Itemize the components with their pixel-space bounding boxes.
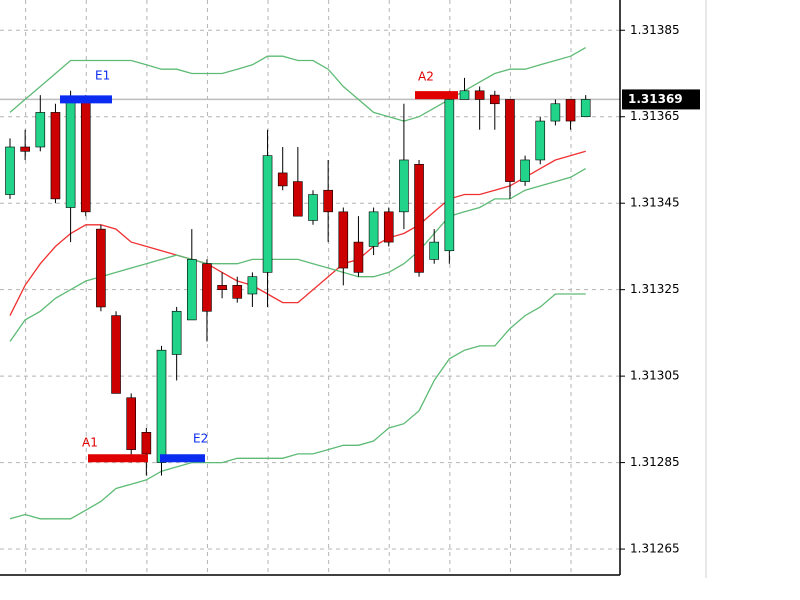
y-tick-label: 1.31325 bbox=[630, 282, 680, 296]
candle-body bbox=[96, 228, 106, 308]
candle-body bbox=[35, 112, 46, 148]
indicator-line bbox=[9, 168, 587, 342]
candle-body bbox=[202, 263, 212, 312]
annotation-label: A1 bbox=[82, 436, 98, 450]
candle-body bbox=[565, 99, 576, 122]
candle-body bbox=[353, 241, 364, 273]
candle-body bbox=[474, 90, 485, 100]
annotation-label: E1 bbox=[95, 69, 110, 83]
price-label: 1.31369 bbox=[628, 92, 683, 106]
candle-body bbox=[414, 163, 424, 273]
candle-body bbox=[323, 189, 333, 213]
candle-body bbox=[247, 276, 258, 295]
annotation-label: A2 bbox=[418, 70, 434, 84]
candle-body bbox=[262, 155, 273, 273]
candle-body bbox=[308, 194, 318, 221]
candle-body bbox=[383, 211, 394, 243]
candle-body bbox=[520, 159, 530, 182]
candle-body bbox=[126, 397, 136, 450]
indicator-line bbox=[9, 293, 586, 520]
candle-body bbox=[156, 349, 167, 463]
candle-body bbox=[535, 120, 546, 161]
y-tick-label: 1.31305 bbox=[630, 369, 680, 383]
candle-body bbox=[217, 285, 227, 290]
candle-body bbox=[80, 99, 91, 213]
candle-body bbox=[338, 211, 349, 269]
indicator-line bbox=[9, 150, 586, 316]
y-tick-label: 1.31265 bbox=[630, 542, 680, 556]
y-tick-label: 1.31345 bbox=[630, 196, 680, 210]
candle-body bbox=[5, 146, 15, 195]
candle-body bbox=[293, 181, 303, 217]
candle-body bbox=[505, 99, 515, 182]
candle-body bbox=[429, 241, 440, 260]
candle-body bbox=[489, 94, 500, 105]
y-tick-label: 1.31285 bbox=[630, 455, 680, 469]
candle-body bbox=[50, 112, 61, 200]
price-box bbox=[622, 89, 700, 110]
candle-body bbox=[111, 315, 121, 394]
candle-body bbox=[459, 90, 470, 100]
candle-body bbox=[20, 146, 30, 152]
candle-body bbox=[580, 99, 591, 118]
candle-body bbox=[399, 159, 409, 213]
candle-body bbox=[444, 99, 455, 252]
candle-body bbox=[232, 285, 243, 299]
candle-body bbox=[141, 432, 152, 455]
candle-body bbox=[187, 259, 197, 321]
candle-body bbox=[65, 99, 76, 208]
candle-body bbox=[277, 172, 288, 187]
annotation-label: E2 bbox=[193, 432, 208, 446]
candle-body bbox=[550, 103, 561, 122]
candle-body bbox=[171, 310, 182, 355]
indicator-line bbox=[9, 47, 587, 122]
y-tick-label: 1.31365 bbox=[630, 109, 680, 123]
candle-body bbox=[368, 211, 379, 247]
y-tick-label: 1.31385 bbox=[630, 23, 680, 37]
